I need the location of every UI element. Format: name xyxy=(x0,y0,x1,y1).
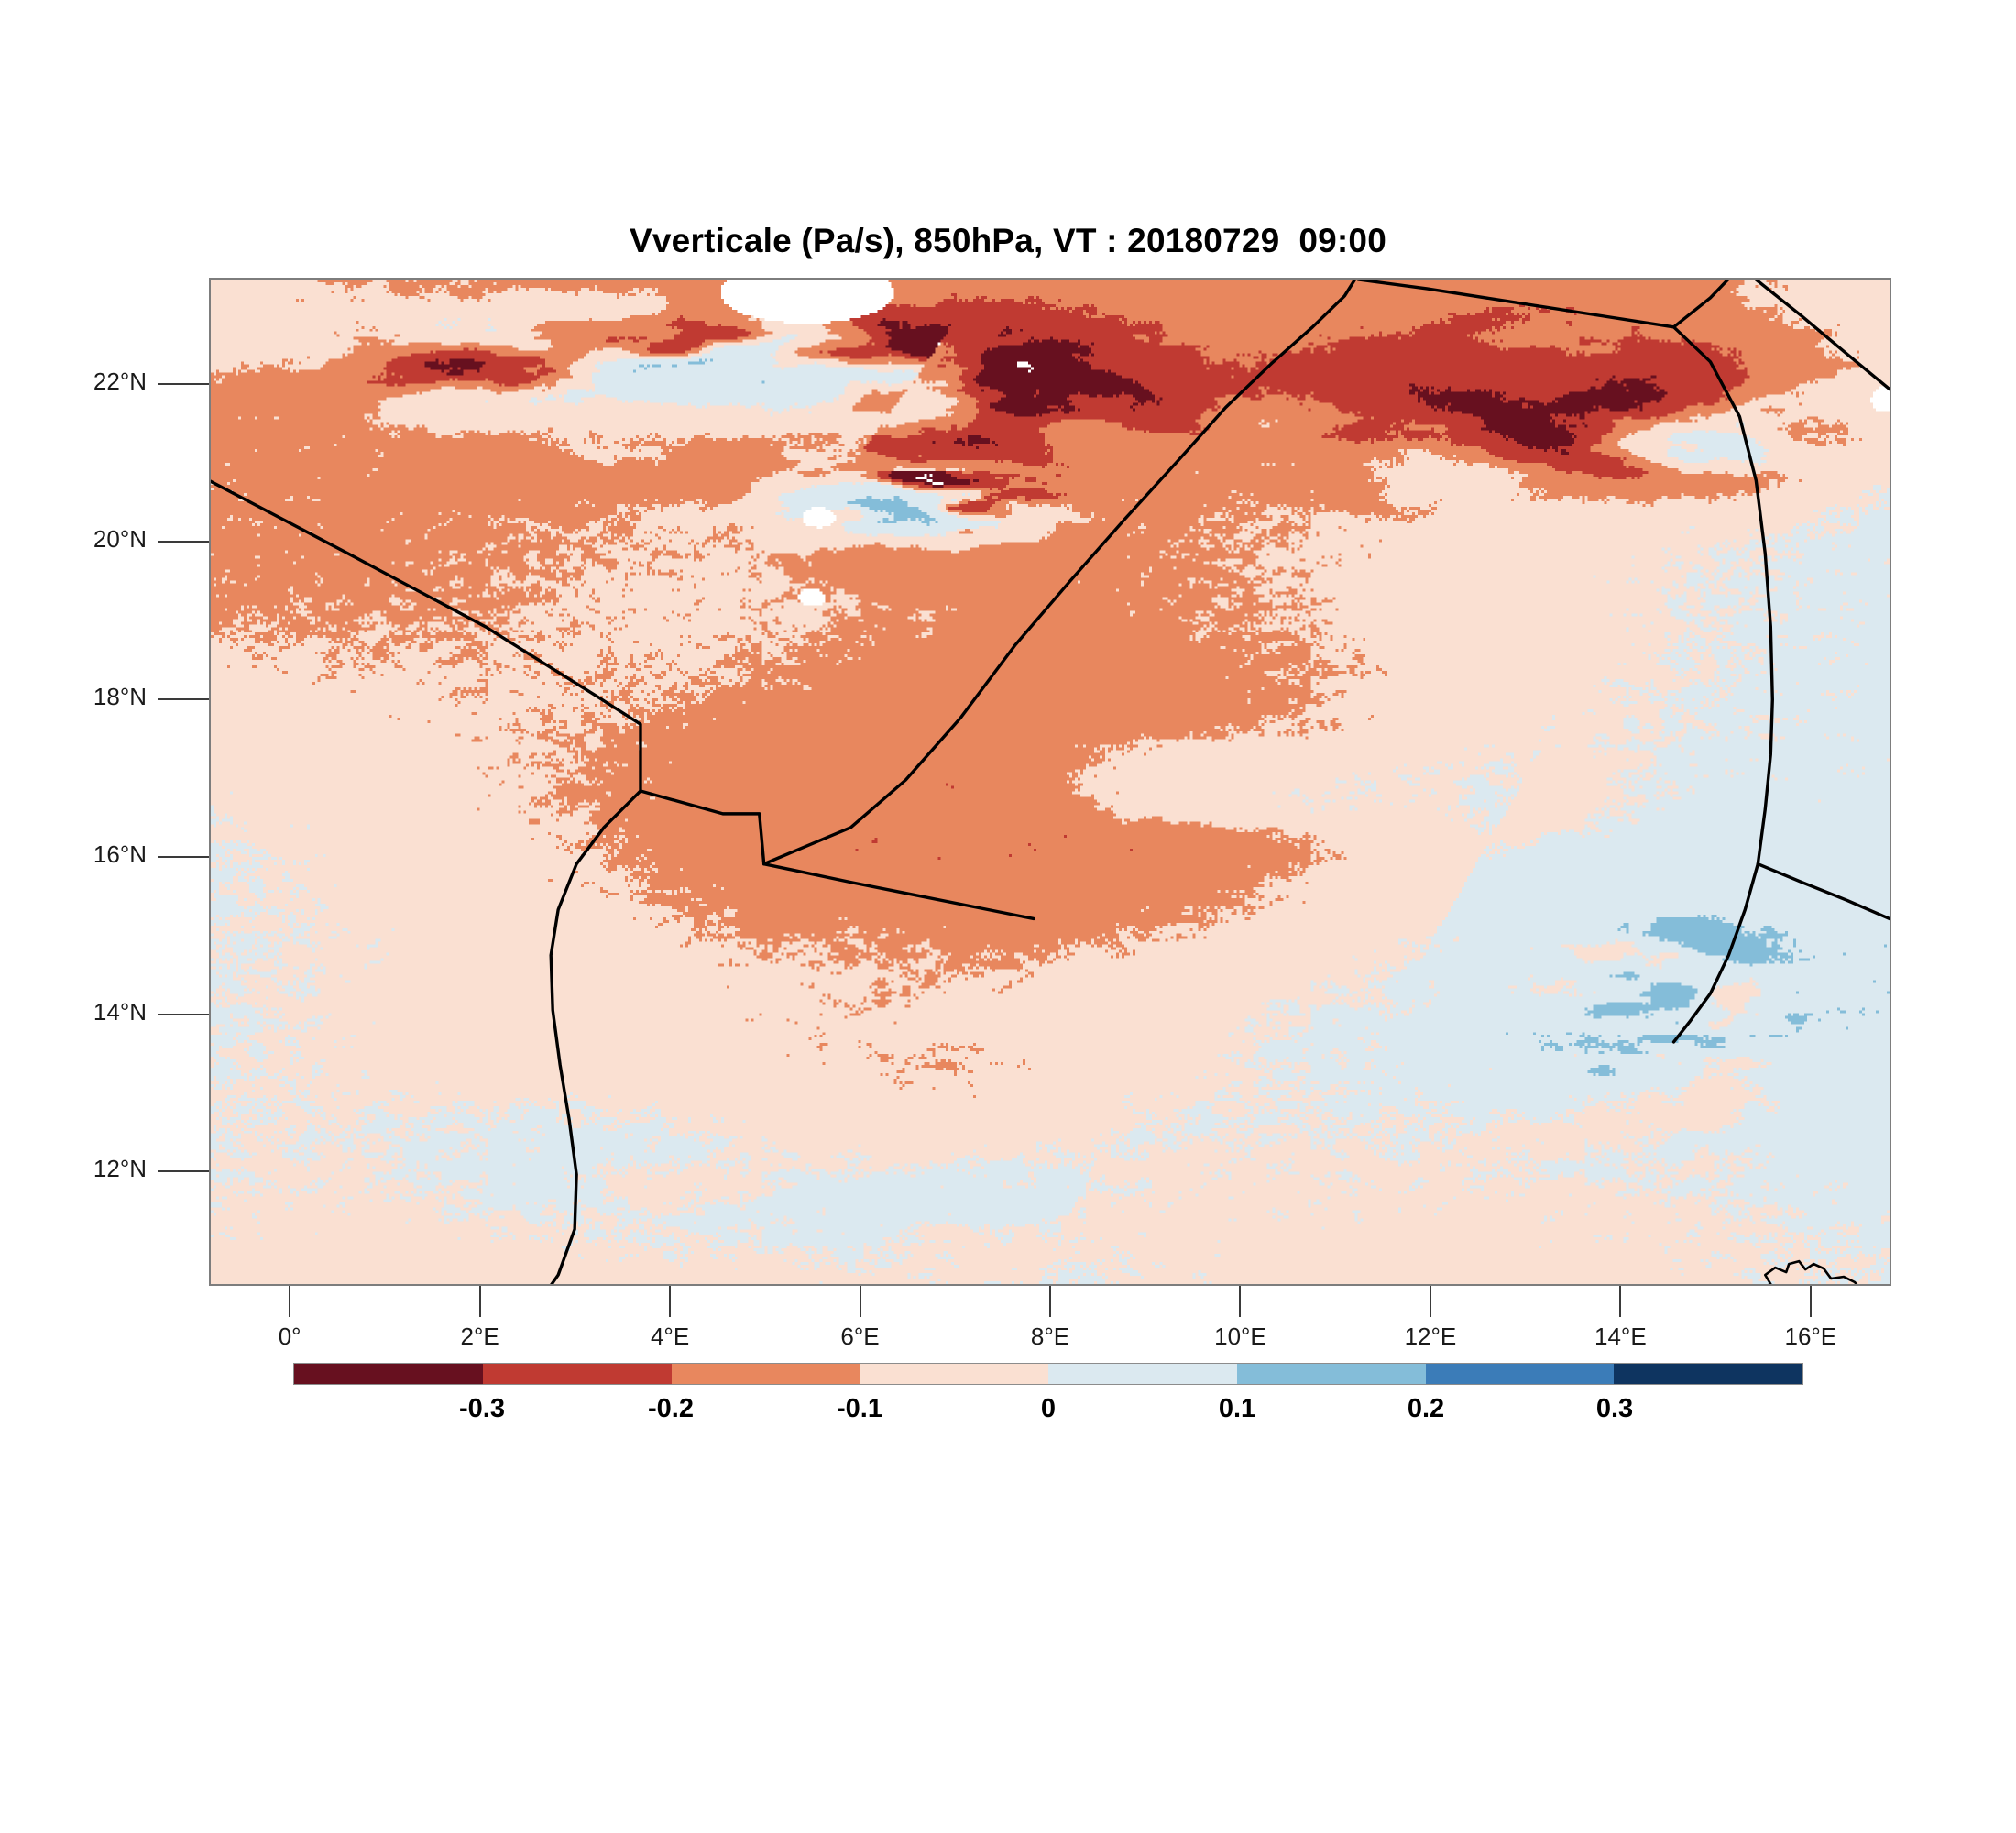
x-axis-tick-mark xyxy=(1619,1286,1622,1317)
x-axis-tick-label: 16°E xyxy=(1784,1323,1837,1350)
border-algeria-mali xyxy=(211,479,766,866)
x-axis-tick-mark xyxy=(289,1286,291,1317)
y-axis-tick-mark xyxy=(158,383,209,386)
border-mali-niger-west xyxy=(549,789,642,1284)
x-axis-tick-mark xyxy=(478,1286,481,1317)
x-axis-tick-mark xyxy=(669,1286,672,1317)
y-axis-tick-label: 18°N xyxy=(93,682,147,710)
x-axis-tick-label: 8°E xyxy=(1030,1323,1070,1350)
colorbar[interactable] xyxy=(293,1363,1803,1385)
y-axis-tick-label: 12°N xyxy=(93,1155,147,1183)
colorbar-band xyxy=(671,1364,860,1384)
border-libya-niger-east xyxy=(1356,280,1676,329)
colorbar-band xyxy=(482,1364,672,1384)
border-chad-niger-north xyxy=(1671,325,1774,866)
colorbar-band xyxy=(860,1364,1048,1384)
colorbar-tick-label: 0 xyxy=(1040,1394,1057,1423)
y-axis-tick-mark xyxy=(158,540,209,543)
x-axis-tick-label: 6°E xyxy=(840,1323,880,1350)
y-axis-tick-mark xyxy=(158,1170,209,1173)
border-niger-algeria-libya xyxy=(761,280,1357,866)
colorbar-band xyxy=(1614,1364,1802,1384)
colorbar-tick-label: 0.3 xyxy=(1595,1394,1634,1423)
y-axis-tick-label: 16°N xyxy=(93,840,147,868)
lake-chad-shoreline xyxy=(1763,1259,1858,1284)
x-axis-tick-label: 10°E xyxy=(1214,1323,1266,1350)
x-axis-tick-label: 2°E xyxy=(460,1323,499,1350)
x-axis-tick-label: 12°E xyxy=(1404,1323,1457,1350)
country-borders-overlay xyxy=(211,280,1890,1284)
page-title: Vverticale (Pa/s), 850hPa, VT : 20180729… xyxy=(630,222,1386,259)
colorbar-band xyxy=(294,1364,483,1384)
x-axis-tick-mark xyxy=(859,1286,861,1317)
x-axis-tick-label: 4°E xyxy=(650,1323,690,1350)
colorbar-tick-label: -0.3 xyxy=(459,1394,505,1423)
y-axis-tick-mark xyxy=(158,1013,209,1015)
y-axis-tick-label: 20°N xyxy=(93,524,147,553)
border-libya-chad xyxy=(1671,280,1730,329)
border-northeast-corner xyxy=(1754,280,1890,391)
x-axis-tick-label: 0° xyxy=(278,1323,301,1350)
y-axis-tick-label: 14°N xyxy=(93,997,147,1026)
x-axis-tick-label: 14°E xyxy=(1594,1323,1647,1350)
x-axis-tick-mark xyxy=(1239,1286,1242,1317)
colorbar-tick-label: 0.1 xyxy=(1218,1394,1256,1423)
colorbar-band xyxy=(1425,1364,1615,1384)
vertical-velocity-heatmap xyxy=(211,280,1890,1284)
x-axis-tick-mark xyxy=(1429,1286,1431,1317)
border-chad-niger-mid xyxy=(1671,862,1760,1044)
colorbar-band xyxy=(1236,1364,1426,1384)
y-axis-tick-label: 22°N xyxy=(93,368,147,396)
border-mali-niger xyxy=(761,862,1035,921)
y-axis-tick-mark xyxy=(158,855,209,858)
x-axis-tick-mark xyxy=(1809,1286,1812,1317)
border-chad-east xyxy=(1756,862,1890,921)
x-axis-tick-mark xyxy=(1049,1286,1051,1317)
colorbar-tick-label: -0.1 xyxy=(837,1394,882,1423)
colorbar-tick-label: 0.2 xyxy=(1407,1394,1445,1423)
map-plot-panel xyxy=(209,278,1891,1286)
colorbar-tick-label: -0.2 xyxy=(648,1394,694,1423)
y-axis-tick-mark xyxy=(158,697,209,700)
colorbar-band xyxy=(1048,1364,1237,1384)
